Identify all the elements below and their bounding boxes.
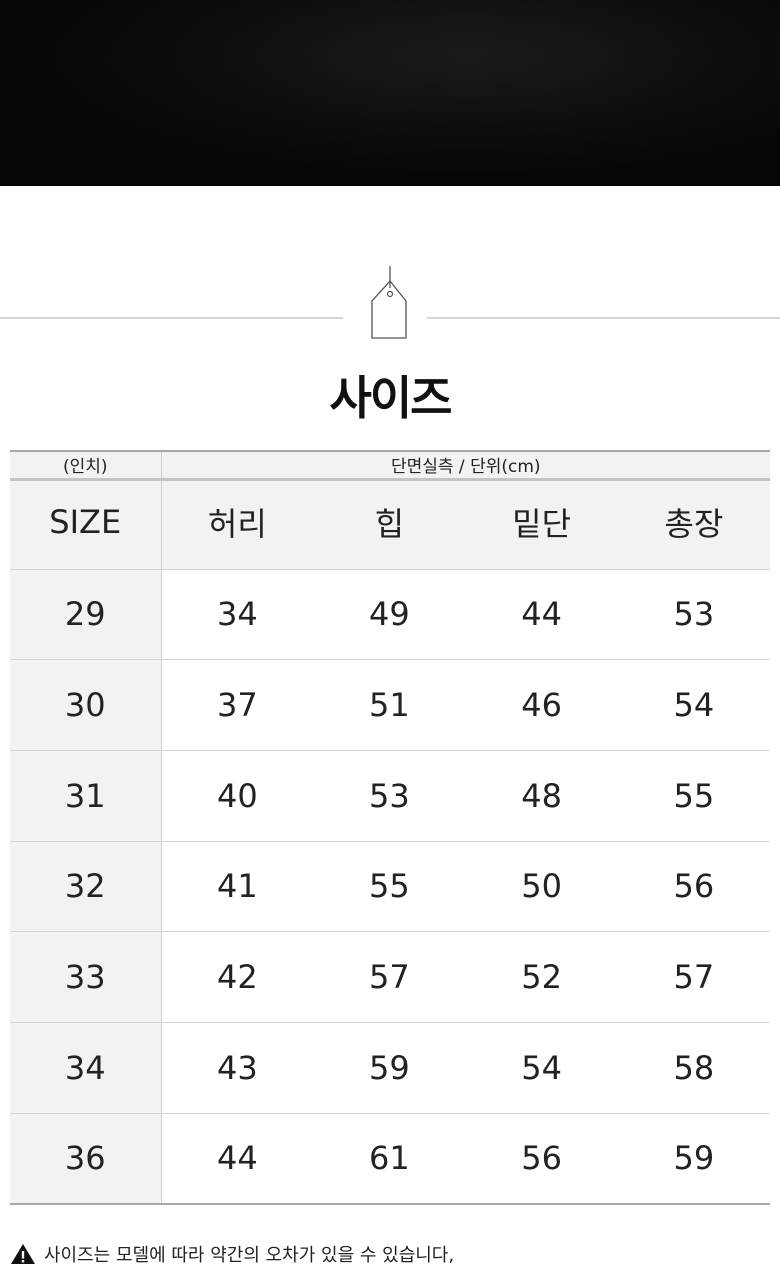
value-cell: 53 (313, 750, 466, 842)
divider-left (0, 317, 343, 319)
value-cell: 44 (465, 569, 618, 661)
divider-right (427, 317, 780, 319)
value-cell: 54 (617, 659, 770, 751)
value-cell: 56 (617, 841, 770, 933)
size-cell: 36 (10, 1113, 162, 1205)
value-cell: 57 (313, 931, 466, 1023)
value-cell: 53 (617, 569, 770, 661)
value-cell: 46 (465, 659, 618, 751)
value-cell: 59 (617, 1113, 770, 1205)
size-cell: 30 (10, 659, 162, 751)
value-cell: 40 (161, 750, 314, 842)
size-table: (인치) 단면실측 / 단위(cm) SIZE 허리 힙 밑단 총장 29 34 4… (10, 450, 770, 1205)
value-cell: 54 (465, 1022, 618, 1114)
col-length: 총장 (617, 479, 770, 570)
value-cell: 37 (161, 659, 314, 751)
size-cell: 34 (10, 1022, 162, 1114)
value-cell: 48 (465, 750, 618, 842)
size-cell: 31 (10, 750, 162, 842)
table-row: 30 37 51 46 54 (10, 659, 770, 751)
unit-header: (인치) (10, 450, 162, 481)
size-cell: 32 (10, 841, 162, 933)
value-cell: 50 (465, 841, 618, 933)
table-row: 31 40 53 48 55 (10, 750, 770, 842)
value-cell: 52 (465, 931, 618, 1023)
col-hem: 밑단 (465, 479, 618, 570)
measure-header: 단면실측 / 단위(cm) (161, 450, 770, 481)
value-cell: 44 (161, 1113, 314, 1205)
table-row: 33 42 57 52 57 (10, 931, 770, 1023)
table-row: 29 34 49 44 53 (10, 569, 770, 661)
warning-icon (11, 1244, 35, 1264)
size-cell: 29 (10, 569, 162, 661)
col-hip: 힙 (313, 479, 466, 570)
value-cell: 34 (161, 569, 314, 661)
value-cell: 41 (161, 841, 314, 933)
value-cell: 59 (313, 1022, 466, 1114)
product-photo (0, 0, 780, 186)
table-row: 32 41 55 50 56 (10, 841, 770, 933)
note-text: 사이즈는 모델에 따라 약간의 오차가 있을 수 있습니다, (44, 1245, 455, 1266)
col-waist: 허리 (161, 479, 314, 570)
col-size: SIZE (10, 479, 162, 570)
value-cell: 42 (161, 931, 314, 1023)
value-cell: 49 (313, 569, 466, 661)
table-row: 36 44 61 56 59 (10, 1113, 770, 1205)
value-cell: 55 (617, 750, 770, 842)
value-cell: 58 (617, 1022, 770, 1114)
value-cell: 56 (465, 1113, 618, 1205)
value-cell: 51 (313, 659, 466, 751)
value-cell: 57 (617, 931, 770, 1023)
value-cell: 43 (161, 1022, 314, 1114)
size-cell: 33 (10, 931, 162, 1023)
table-row: 34 43 59 54 58 (10, 1022, 770, 1114)
price-tag-icon (371, 266, 407, 339)
column-headers: SIZE 허리 힙 밑단 총장 (10, 479, 770, 570)
size-note: 사이즈는 모델에 따라 약간의 오차가 있을 수 있습니다, (10, 1241, 454, 1267)
value-cell: 61 (313, 1113, 466, 1205)
page-title: 사이즈 (329, 371, 453, 425)
value-cell: 55 (313, 841, 466, 933)
